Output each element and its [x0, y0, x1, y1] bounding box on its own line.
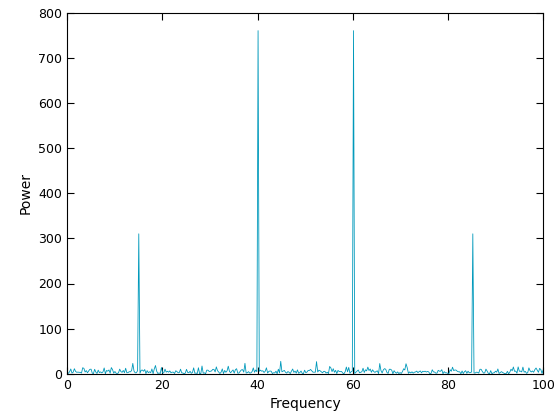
- Y-axis label: Power: Power: [19, 172, 33, 214]
- X-axis label: Frequency: Frequency: [269, 397, 341, 411]
